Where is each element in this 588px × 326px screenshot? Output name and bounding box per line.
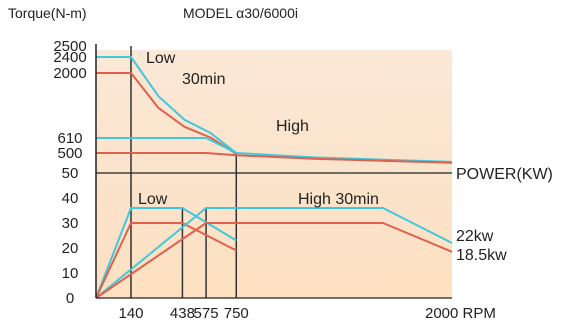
power-low-label: Low [138, 191, 168, 208]
axes [95, 44, 452, 299]
model-label: MODEL α30/6000i [183, 5, 298, 21]
power-22kw-label: 22kw [456, 228, 494, 245]
torque-series-3 [96, 152, 453, 164]
power-18-5kw-label: 18.5kw [456, 247, 507, 264]
power-tick-label: 0 [66, 290, 74, 307]
torque-tick-label: 50 [62, 165, 79, 182]
power-axis-label: POWER(KW) [456, 166, 553, 183]
power-series-3 [95, 222, 453, 299]
power-tick-label: 10 [62, 265, 79, 282]
torque-tick-label: 2500 [53, 38, 86, 55]
power-tick-label: 40 [62, 190, 79, 207]
power-tick-label: 20 [62, 240, 79, 257]
torque-axis-label: Torque(N-m) [8, 5, 87, 21]
series-lines [95, 56, 453, 299]
power-series-1 [95, 222, 237, 299]
torque-series-0 [96, 56, 237, 154]
power-high-30min-label: High 30min [298, 191, 379, 208]
torque-tick-label: 610 [57, 130, 82, 147]
torque-tick-label: 2000 [53, 65, 86, 82]
power-series-0 [95, 207, 237, 299]
power-series-2 [95, 207, 453, 299]
torque-30min-label: 30min [182, 71, 226, 88]
x-tick-label: 575 [194, 305, 219, 322]
torque-series-1 [96, 72, 237, 155]
torque-tick-label: 2400 [53, 49, 86, 66]
x-tick-label: 438 [170, 305, 195, 322]
x-tick-label: 2000 RPM [425, 305, 496, 322]
torque-high-label: High [276, 118, 309, 135]
torque-tick-label: 500 [57, 145, 82, 162]
torque-low-label: Low [146, 50, 176, 67]
x-tick-label: 140 [118, 305, 143, 322]
power-tick-label: 30 [62, 215, 79, 232]
x-tick-label: 750 [224, 305, 249, 322]
torque-series-2 [96, 137, 453, 163]
